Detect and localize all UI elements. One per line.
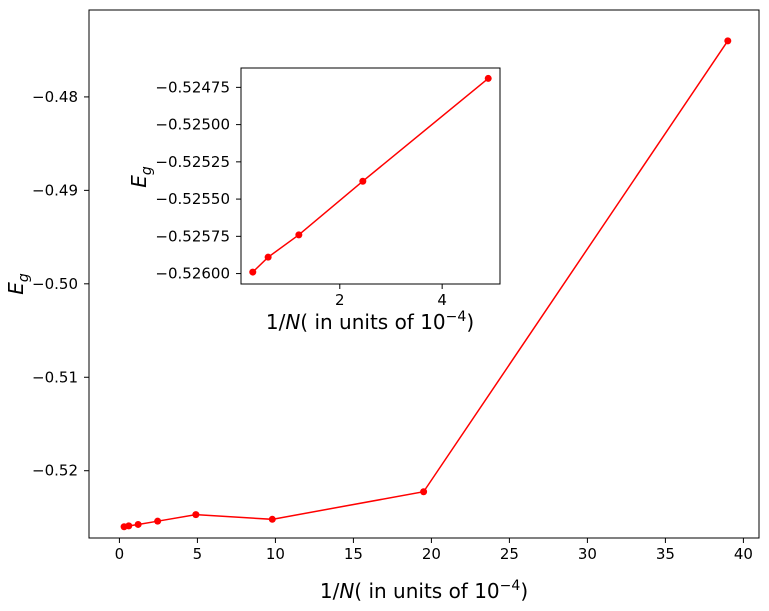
main-y-ticks: −0.52 −0.51 −0.50 −0.49 −0.48 [32,88,89,480]
main-y-tick-label: −0.51 [32,368,78,386]
inset-y-tick-label: −0.52525 [155,153,230,171]
inset-data-point [359,177,367,185]
main-x-tick-label: 25 [500,545,519,563]
main-data-point [724,37,732,45]
main-data-point [134,520,142,528]
inset-y-tick-label: −0.52475 [155,78,230,96]
main-x-tick-label: 10 [266,545,285,563]
inset-data-point [264,253,272,261]
inset-x-tick-label: 4 [437,291,447,309]
main-y-tick-label: −0.52 [32,462,78,480]
inset-y-tick-label: −0.52550 [155,190,230,208]
main-y-tick-label: −0.49 [32,181,78,199]
main-x-tick-label: 5 [193,545,203,563]
main-x-tick-label: 35 [656,545,675,563]
main-x-tick-label: 0 [115,545,125,563]
main-y-tick-label: −0.50 [32,275,78,293]
inset-y-tick-label: −0.52600 [155,265,230,283]
main-x-tick-label: 30 [578,545,597,563]
main-x-axis-label: 1/N( in units of 10−4) [320,578,528,603]
inset-y-tick-label: −0.52500 [155,116,230,134]
inset-y-axis-label: Eg [127,166,155,188]
main-x-tick-label: 20 [422,545,441,563]
main-plot: 0 5 10 15 20 25 30 35 40 −0.52−0.51−0.50−0.49−0.… [4,9,760,603]
inset-y-ticks: −0.52600 −0.52575 −0.52550 −0.52525 −0.52500… [155,78,241,283]
inset-x-tick-label: 2 [335,291,345,309]
inset-plot-frame [240,67,501,285]
main-x-tick-label: 15 [344,545,363,563]
inset-data-point [484,74,492,82]
inset-series [249,74,492,276]
main-y-axis-label: Eg [4,273,32,295]
main-plot-frame [88,9,760,539]
main-data-point [154,517,162,525]
inset-x-axis-label: 1/N( in units of 10−4) [266,309,474,334]
main-data-point [125,522,133,530]
main-y-tick-label: −0.48 [32,88,78,106]
main-x-tick-label: 40 [734,545,753,563]
main-data-point [420,488,428,496]
inset-data-point [295,231,303,239]
main-data-point [268,515,276,523]
inset-data-point [249,268,257,276]
main-x-ticks: 0 5 10 15 20 25 30 35 40 [115,538,753,563]
inset-y-tick-label: −0.52575 [155,227,230,245]
main-data-point [192,511,200,519]
main-series [120,37,732,531]
